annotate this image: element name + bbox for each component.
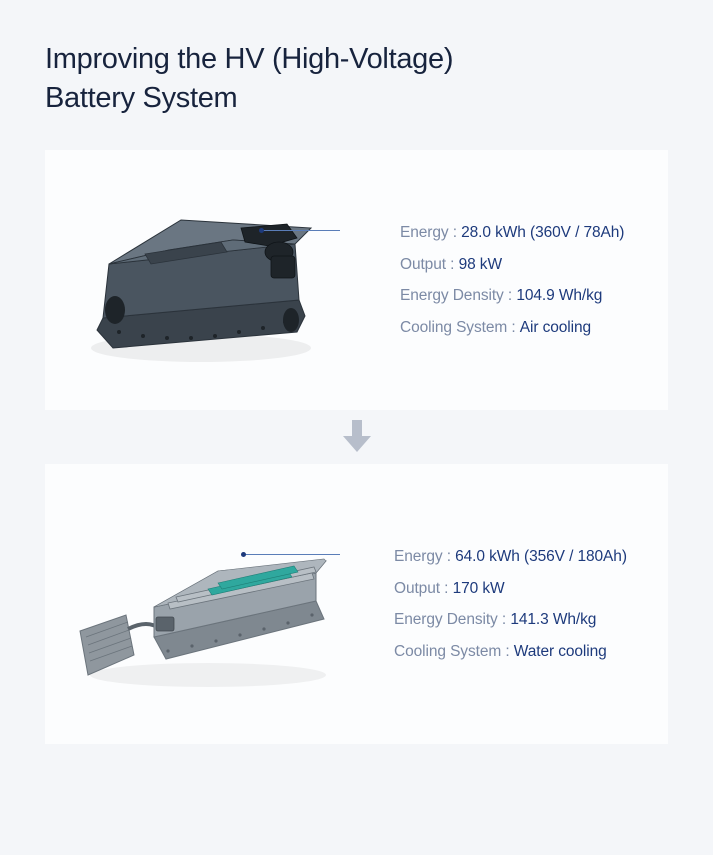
spec-output-value: 98 kW xyxy=(459,256,502,273)
panel-after: Energy : 64.0 kWh (356V / 180Ah) Output … xyxy=(45,464,668,744)
spec-density-value: 141.3 Wh/kg xyxy=(510,611,596,628)
arrow-down-icon xyxy=(340,418,374,456)
battery-pack-after-icon xyxy=(68,499,338,709)
panel-before: Energy : 28.0 kWh (360V / 78Ah) Output :… xyxy=(45,150,668,410)
spec-energy-after: Energy : 64.0 kWh (356V / 180Ah) xyxy=(394,541,648,573)
spec-cooling-after: Cooling System : Water cooling xyxy=(394,636,648,668)
leader-line-before xyxy=(262,230,340,231)
spec-cooling-value: Water cooling xyxy=(514,643,607,660)
spec-cooling-label: Cooling System : xyxy=(400,319,520,336)
spec-output-label: Output : xyxy=(400,256,459,273)
spec-cooling-label: Cooling System : xyxy=(394,643,514,660)
title-line-1: Improving the HV (High-Voltage) xyxy=(45,43,453,75)
arrow-wrap xyxy=(45,416,668,458)
spec-density-label: Energy Density : xyxy=(400,287,516,304)
spec-cooling-before: Cooling System : Air cooling xyxy=(400,312,648,344)
specs-before: Energy : 28.0 kWh (360V / 78Ah) Output :… xyxy=(340,217,648,344)
spec-output-label: Output : xyxy=(394,580,453,597)
specs-after: Energy : 64.0 kWh (356V / 180Ah) Output … xyxy=(340,541,648,668)
spec-density-value: 104.9 Wh/kg xyxy=(516,287,602,304)
leader-dot-after xyxy=(241,552,246,557)
spec-density-label: Energy Density : xyxy=(394,611,510,628)
leader-dot-before xyxy=(259,228,264,233)
spec-energy-label: Energy : xyxy=(394,548,455,565)
illustration-before-wrap xyxy=(65,174,340,386)
battery-pack-before-icon xyxy=(73,180,333,380)
illustration-after-wrap xyxy=(65,488,340,720)
spec-density-after: Energy Density : 141.3 Wh/kg xyxy=(394,604,648,636)
spec-energy-before: Energy : 28.0 kWh (360V / 78Ah) xyxy=(400,217,648,249)
spec-output-after: Output : 170 kW xyxy=(394,573,648,605)
spec-output-before: Output : 98 kW xyxy=(400,249,648,281)
spec-cooling-value: Air cooling xyxy=(520,319,591,336)
page-title: Improving the HV (High-Voltage) Battery … xyxy=(45,40,668,118)
spec-output-value: 170 kW xyxy=(453,580,505,597)
title-line-2: Battery System xyxy=(45,82,237,114)
spec-energy-label: Energy : xyxy=(400,224,461,241)
spec-energy-value: 28.0 kWh (360V / 78Ah) xyxy=(461,224,624,241)
spec-density-before: Energy Density : 104.9 Wh/kg xyxy=(400,280,648,312)
leader-line-after xyxy=(244,554,340,555)
spec-energy-value: 64.0 kWh (356V / 180Ah) xyxy=(455,548,627,565)
